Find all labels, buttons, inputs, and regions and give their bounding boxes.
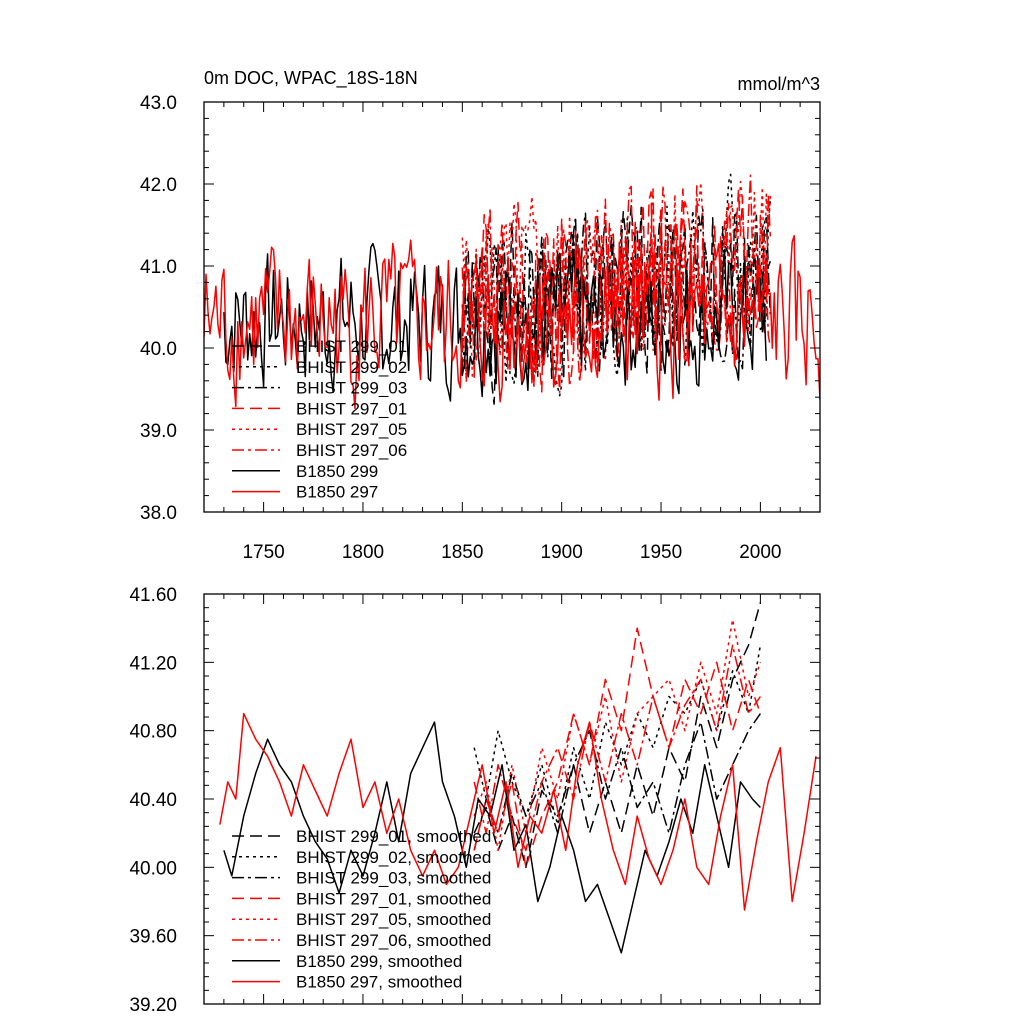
x-tick-label: 1950 <box>640 542 682 563</box>
series-line <box>219 712 817 911</box>
legend-label: BHIST 297_05 <box>296 420 407 439</box>
series-line <box>473 627 762 869</box>
legend-label: B1850 299, smoothed <box>296 952 462 971</box>
legend-label: BHIST 297_06 <box>296 441 407 460</box>
y-tick-label: 40.0 <box>140 339 177 360</box>
series-line <box>473 602 762 869</box>
legend: BHIST 299_01, smoothed BHIST 299_02, smoo… <box>232 827 491 992</box>
x-tick-label: 1750 <box>242 542 284 563</box>
y-tick-label: 41.60 <box>129 585 177 606</box>
legend-label: B1850 299 <box>296 462 378 481</box>
y-tick-label: 43.0 <box>140 93 177 114</box>
y-tick-label: 41.20 <box>129 653 177 674</box>
legend-label: BHIST 299_03, smoothed <box>296 869 491 888</box>
series-line <box>461 173 772 397</box>
top-plot: 1750 1800 1850 1900 1950 2000 38.0 39.0 40.0 41.0… <box>140 93 821 563</box>
y-tick-label: 41.0 <box>140 257 177 278</box>
x-tick-label: 1900 <box>541 542 583 563</box>
bottom-plot: 39.20 39.60 40.00 40.40 40.80 41.20 41.60 BHIST… <box>129 585 821 1016</box>
legend-label: BHIST 297_01 <box>296 399 407 418</box>
x-tick-label: 2000 <box>739 542 781 563</box>
top-plot-units: mmol/m^3 <box>738 74 820 94</box>
series-line <box>223 721 761 954</box>
series-line <box>204 234 820 410</box>
legend-label: BHIST 299_02 <box>296 358 407 377</box>
series-line <box>223 242 768 402</box>
series-line <box>473 618 762 852</box>
series-line <box>473 644 762 852</box>
y-tick-label: 42.0 <box>140 175 177 196</box>
legend-label: B1850 297 <box>296 483 378 502</box>
plot-frame <box>203 101 821 513</box>
y-tick-label: 40.40 <box>129 790 177 811</box>
legend-label: BHIST 297_05, smoothed <box>296 910 491 929</box>
y-tick-label: 38.0 <box>140 503 177 524</box>
legend-label: BHIST 299_02, smoothed <box>296 848 491 867</box>
legend-label: B1850 297, smoothed <box>296 973 462 992</box>
y-tick-label: 39.60 <box>129 927 177 948</box>
legend-label: BHIST 299_01 <box>296 337 407 356</box>
y-tick-label: 40.80 <box>129 722 177 743</box>
top-plot-title: 0m DOC, WPAC_18S-18N <box>204 68 418 89</box>
x-tick-label: 1850 <box>441 542 483 563</box>
y-tick-label: 40.00 <box>129 858 177 879</box>
legend-label: BHIST 299_01, smoothed <box>296 827 491 846</box>
y-tick-label: 39.0 <box>140 421 177 442</box>
series-line <box>461 174 772 394</box>
legend-label: BHIST 297_06, smoothed <box>296 931 491 950</box>
legend-label: BHIST 299_03 <box>296 379 407 398</box>
series-line <box>461 180 772 380</box>
x-tick-label: 1800 <box>342 542 384 563</box>
y-tick-label: 39.20 <box>129 995 177 1016</box>
legend-label: BHIST 297_01, smoothed <box>296 889 491 908</box>
series-line <box>473 713 762 851</box>
